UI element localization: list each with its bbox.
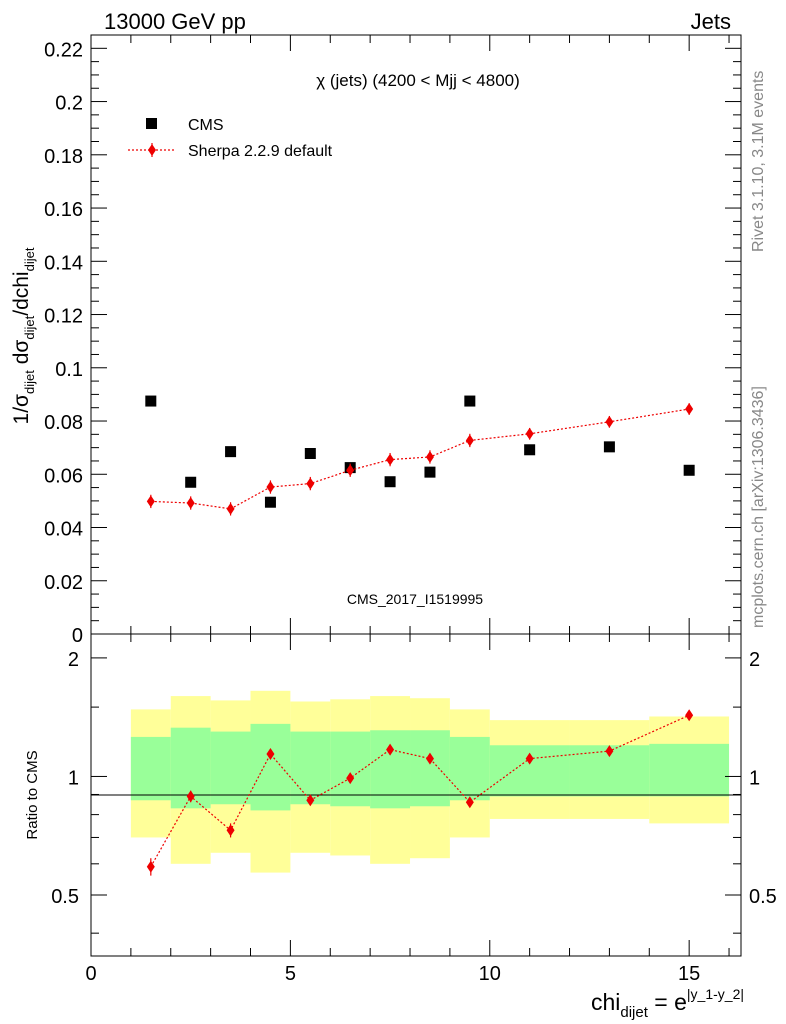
ratio-xtick-label: 10 — [479, 963, 501, 985]
ratio-band-inner — [649, 743, 730, 797]
legend-marker-sherpa — [148, 144, 156, 156]
main-plot: 0 0.02 0.04 0.06 0.08 0.1 0.12 0.14 0.16 0.18 0.2 0… — [10, 34, 742, 647]
main-ytick-label: 0.22 — [44, 39, 83, 61]
cms-point — [524, 444, 536, 456]
sherpa-point — [605, 415, 614, 428]
ratio-plot: 0.5 0.5 1 1 2 2 0 5 10 15 Ratio to CMS chidijet =… — [24, 633, 777, 1021]
main-ytick-label: 0.08 — [44, 412, 83, 434]
ratio-band-inner — [449, 736, 490, 801]
main-axis-ticks: 0 0.02 0.04 0.06 0.08 0.1 0.12 0.14 0.16 0.18 0.2 0… — [44, 35, 741, 647]
sherpa-point — [465, 434, 474, 447]
ratio-ytick-label-left: 2 — [68, 649, 79, 671]
ratio-frame — [90, 633, 742, 957]
ratio-point — [266, 748, 275, 761]
ratio-band-inner — [250, 723, 291, 811]
ratio-point — [226, 824, 235, 837]
main-ytick-label: 0 — [72, 625, 83, 647]
sherpa-line — [150, 408, 690, 510]
sherpa-point — [186, 497, 195, 510]
ratio-axis-ticks: 0.5 0.5 1 1 2 2 0 5 10 15 — [51, 634, 777, 985]
ratio-point — [425, 752, 434, 765]
ratio-xlabel: chidijet = e|y_1-y_2| — [591, 986, 744, 1021]
ratio-xtick-label: 0 — [85, 963, 96, 985]
cms-point — [264, 496, 276, 508]
main-ytick-label: 0.12 — [44, 306, 83, 328]
sherpa-point — [226, 502, 235, 515]
ratio-point — [386, 743, 395, 756]
main-ylabel: 1/σdijet dσdijet/dchidijet — [10, 247, 37, 424]
ratio-line — [150, 714, 690, 867]
cms-point — [225, 446, 237, 458]
cms-point — [384, 476, 396, 488]
ratio-point — [605, 745, 614, 758]
ratio-ytick-label-right: 1 — [749, 767, 760, 789]
main-title: χ (jets) (4200 < Mjj < 4800) — [316, 71, 520, 90]
legend-marker-cms — [146, 118, 157, 129]
sherpa-point — [425, 450, 434, 463]
sherpa-point — [306, 477, 315, 490]
main-marks — [145, 395, 695, 516]
main-ytick-label: 0.06 — [44, 465, 83, 487]
sherpa-point — [386, 453, 395, 466]
cms-point — [603, 441, 615, 453]
ratio-bands — [130, 690, 730, 873]
ratio-point — [525, 752, 534, 765]
main-ytick-label: 0.18 — [44, 146, 83, 168]
ratio-band-inner — [290, 731, 331, 805]
sherpa-point — [685, 403, 694, 416]
cms-point — [185, 476, 197, 488]
sherpa-point — [146, 495, 155, 508]
rivet-label: Rivet 3.1.10, 3.1M events — [750, 71, 767, 252]
ratio-point — [685, 709, 694, 722]
legend: CMS Sherpa 2.2.9 default — [128, 117, 333, 160]
main-ytick-label: 0.04 — [44, 519, 83, 541]
sherpa-point — [525, 427, 534, 440]
main-ytick-label: 0.14 — [44, 252, 83, 274]
ratio-ytick-label-left: 0.5 — [51, 886, 79, 908]
ratio-ytick-label-right: 0.5 — [749, 886, 777, 908]
cms-point — [683, 464, 695, 476]
cms-point — [424, 466, 436, 478]
sherpa-point — [266, 481, 275, 494]
main-ytick-label: 0.2 — [55, 93, 83, 115]
ratio-point — [306, 794, 315, 807]
header-left: 13000 GeV pp — [104, 9, 246, 34]
mcplots-label: mcplots.cern.ch [arXiv:1306.3436] — [750, 386, 767, 628]
legend-label-cms: CMS — [188, 117, 224, 134]
ratio-marks — [146, 709, 694, 876]
ratio-band-inner — [410, 730, 450, 807]
main-ytick-label: 0.1 — [55, 359, 83, 381]
main-ytick-label: 0.02 — [44, 572, 83, 594]
main-ytick-label: 0.16 — [44, 199, 83, 221]
ratio-ytick-label-left: 1 — [68, 767, 79, 789]
watermark: CMS_2017_I1519995 — [347, 591, 483, 607]
ratio-band-inner — [330, 731, 371, 807]
ratio-ylabel: Ratio to CMS — [24, 750, 41, 839]
ratio-xtick-label: 5 — [285, 963, 296, 985]
header-right: Jets — [691, 9, 731, 34]
ratio-band-inner — [130, 736, 171, 801]
ratio-point — [146, 860, 155, 873]
cms-point — [304, 448, 316, 460]
ratio-point — [186, 790, 195, 803]
ratio-ytick-label-right: 2 — [749, 649, 760, 671]
ratio-point — [346, 772, 355, 785]
ratio-band-inner — [370, 730, 411, 809]
legend-label-sherpa: Sherpa 2.2.9 default — [188, 143, 333, 160]
cms-point — [464, 395, 476, 407]
ratio-point — [465, 796, 474, 809]
ratio-xtick-label: 15 — [678, 963, 700, 985]
ratio-band-inner — [210, 731, 251, 805]
cms-point — [145, 395, 157, 407]
sherpa-point — [346, 464, 355, 477]
